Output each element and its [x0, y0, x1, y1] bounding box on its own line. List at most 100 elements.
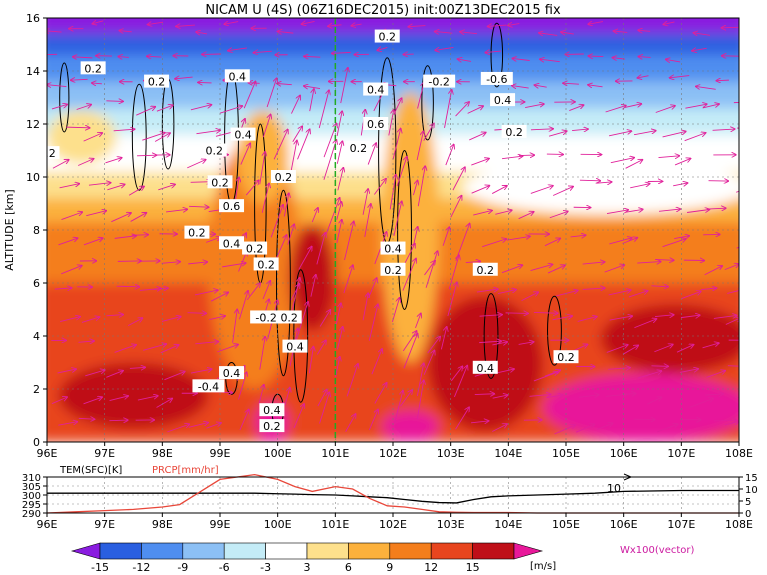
wind-vector [308, 347, 313, 374]
wind-vector [622, 238, 637, 244]
wind-vector [336, 202, 342, 220]
wind-vector [681, 291, 701, 299]
wind-vector [492, 395, 508, 398]
wind-vector [578, 395, 599, 398]
wind-vector [316, 233, 325, 265]
x-tick-label: 97E [94, 447, 115, 460]
wind-vector [335, 303, 341, 325]
wind-vector [492, 424, 507, 432]
wind-vector [638, 57, 651, 58]
colorbar-label: 3 [304, 561, 311, 574]
surface-x-tick-label: 97E [94, 518, 115, 531]
blob-lowlevel-west [58, 362, 209, 429]
contour-label-bg [230, 127, 256, 141]
wind-vector [228, 48, 247, 51]
contour-label: 0.4 [229, 70, 247, 83]
wind-vector [485, 51, 502, 53]
wind-vector [54, 288, 72, 289]
surface-x-tick-label: 98E [152, 518, 173, 531]
wind-vector [440, 327, 446, 350]
colorbar-label: -12 [132, 561, 150, 574]
contour-label: 0.2 [246, 243, 264, 256]
wind-vector [549, 211, 568, 219]
contour-label-bg [380, 262, 406, 276]
wind-vector [742, 158, 766, 163]
wind-vector [298, 247, 312, 270]
wind-vector [392, 298, 399, 323]
wind-vector [423, 350, 434, 375]
wind-vector [371, 349, 382, 375]
wind-vector [579, 180, 600, 181]
blob-convection-top [237, 110, 290, 204]
wind-vector [492, 342, 507, 345]
wind-vector [374, 179, 386, 195]
wind-vector [416, 131, 423, 161]
colorbar-box [265, 542, 308, 560]
colorbar-label: -15 [91, 561, 109, 574]
wind-vector [191, 369, 212, 374]
wind-vector [630, 184, 649, 189]
chart-title: NICAM U (4S) (06Z16DEC2015) init:00Z13DE… [205, 3, 561, 18]
wind-vector [259, 337, 265, 370]
wind-vector [210, 292, 228, 302]
contour-label: 0.4 [223, 367, 241, 380]
wind-vector [575, 424, 594, 433]
wind-vector [156, 105, 173, 112]
y-tick-label: 16 [26, 12, 40, 25]
wind-vector [530, 264, 553, 272]
wind-vector [51, 104, 67, 110]
wind-vector [310, 275, 316, 297]
wind-vector [86, 211, 106, 217]
surface-left-tick-label: 295 [22, 500, 41, 511]
wind-vector [713, 420, 737, 421]
wind-vector [479, 315, 502, 317]
contour-label-bg [219, 236, 245, 250]
wind-vector [508, 24, 520, 26]
wind-vector [262, 281, 270, 300]
contour-label: 0.2 [350, 142, 368, 155]
wind-vector [176, 25, 195, 26]
surface-x-tick-label: 104E [494, 518, 522, 531]
wind-vector [292, 126, 302, 142]
colorbar-max-triangle [513, 542, 544, 560]
wind-vector [111, 213, 131, 223]
wind-vector [423, 124, 434, 141]
wind-vector [416, 363, 423, 397]
wind-vector [323, 124, 336, 158]
contour-label: 0.4 [384, 243, 402, 256]
wind-vector [309, 89, 314, 112]
contour-label-bg [47, 146, 60, 160]
wind-vector [512, 86, 529, 88]
contour-label-bg [250, 310, 283, 324]
wind-vector [311, 208, 318, 223]
contour-label: 0.6 [223, 200, 241, 213]
wind-vector [71, 79, 88, 80]
wind-vector [81, 317, 100, 323]
wind-vector [47, 31, 62, 32]
wind-vector [362, 293, 368, 321]
colorbar-box [306, 542, 349, 560]
surface-right-tick-label: 15 [745, 473, 758, 484]
wind-vector [319, 392, 330, 424]
wind-vector [609, 238, 631, 245]
contour-label-bg [480, 71, 513, 85]
wind-vector [673, 183, 687, 186]
contour-label-bg [219, 199, 245, 213]
contour-label: 0.4 [367, 84, 385, 97]
surface-annotation: 10 [607, 482, 621, 495]
wind-vector [606, 210, 628, 214]
x-tick-label: 106E [610, 447, 638, 460]
wind-vector [605, 106, 626, 113]
contour-label-bg [553, 350, 579, 364]
wind-vector [670, 76, 690, 78]
wind-vector [392, 129, 400, 160]
contour-label-bg [201, 143, 227, 157]
wind-vector [142, 133, 164, 141]
y-tick-label: 0 [33, 436, 40, 449]
wind-vector [727, 290, 739, 294]
wind-vector [637, 76, 649, 78]
contour-label: 0.4 [223, 237, 241, 250]
wind-vector [127, 318, 142, 326]
y-tick-label: 10 [26, 171, 40, 184]
